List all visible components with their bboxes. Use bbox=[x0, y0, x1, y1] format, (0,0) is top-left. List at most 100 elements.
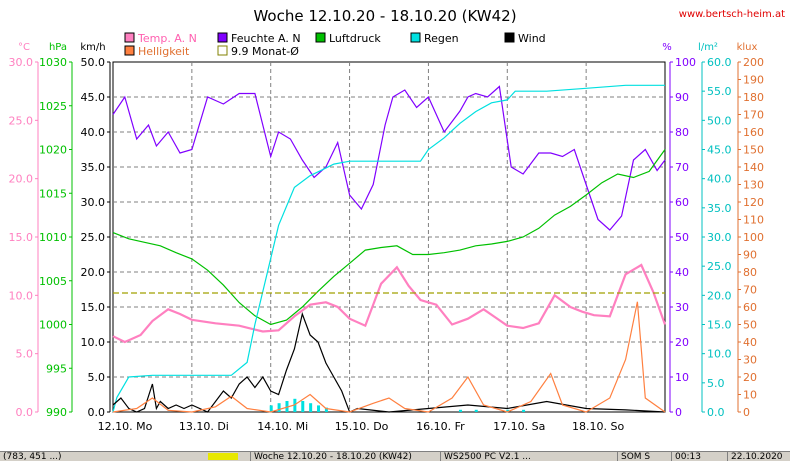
legend-swatch bbox=[410, 32, 421, 43]
axis-tick-label-wind: 25.0 bbox=[81, 231, 106, 244]
status-bar: (783, 451 ...) Woche 12.10.20 - 18.10.20… bbox=[0, 451, 790, 461]
legend-label: Regen bbox=[424, 32, 459, 45]
axis-tick-label-rain: 5.0 bbox=[707, 377, 725, 390]
axis-tick-label-pressure: 1015 bbox=[39, 187, 67, 200]
axis-tick-label-wind: 35.0 bbox=[81, 161, 106, 174]
axis-tick-label-wind: 15.0 bbox=[81, 301, 106, 314]
axis-tick-label-humidity: 70 bbox=[675, 161, 689, 174]
axis-tick-label-wind: 10.0 bbox=[81, 336, 106, 349]
legend-swatch bbox=[124, 32, 135, 43]
series-line-3 bbox=[112, 84, 665, 413]
axis-tick-label-rain: 55.0 bbox=[707, 85, 732, 98]
legend-swatch bbox=[315, 32, 326, 43]
axis-tick-label-light: 0 bbox=[743, 406, 750, 419]
axis-tick-label-pressure: 995 bbox=[46, 362, 67, 375]
axis-tick-label-temp: 20.0 bbox=[9, 173, 34, 186]
axis-tick-label-light: 50 bbox=[743, 319, 757, 332]
legend-swatch bbox=[504, 32, 515, 43]
axis-tick-label-wind: 20.0 bbox=[81, 266, 106, 279]
axis-tick-label-light: 140 bbox=[743, 161, 764, 174]
axis-tick-label-wind: 0.0 bbox=[88, 406, 106, 419]
axis-tick-label-light: 40 bbox=[743, 336, 757, 349]
status-indicator bbox=[208, 453, 238, 460]
series-line-5 bbox=[112, 301, 666, 413]
axis-tick-label-rain: 15.0 bbox=[707, 319, 732, 332]
rain-bar bbox=[269, 405, 273, 412]
legend-label: Wind bbox=[518, 32, 546, 45]
axis-tick-label-rain: 10.0 bbox=[707, 348, 732, 361]
status-time: 00:13 bbox=[671, 452, 725, 461]
axis-tick-label-humidity: 0 bbox=[675, 406, 682, 419]
series-line-0 bbox=[112, 263, 667, 344]
axis-tick-label-light: 10 bbox=[743, 389, 757, 402]
axis-tick-label-light: 20 bbox=[743, 371, 757, 384]
axis-tick-label-pressure: 1025 bbox=[39, 100, 67, 113]
axis-tick-label-rain: 45.0 bbox=[707, 144, 732, 157]
axis-unit-pressure: hPa bbox=[49, 42, 67, 53]
status-mode: SOM S bbox=[617, 452, 669, 461]
axis-tick-label-wind: 45.0 bbox=[81, 91, 106, 104]
axis-tick-label-temp: 15.0 bbox=[9, 231, 34, 244]
rain-bar bbox=[301, 401, 305, 412]
x-tick-label: 14.10. Mi bbox=[257, 420, 308, 433]
axis-tick-label-light: 100 bbox=[743, 231, 764, 244]
axis-tick-label-light: 160 bbox=[743, 126, 764, 139]
series-line-2 bbox=[112, 149, 666, 326]
legend-swatch bbox=[217, 32, 228, 43]
axis-tick-label-pressure: 990 bbox=[46, 406, 67, 419]
axis-tick-label-humidity: 20 bbox=[675, 336, 689, 349]
axis-tick-label-light: 200 bbox=[743, 56, 764, 69]
axis-tick-label-rain: 60.0 bbox=[707, 56, 732, 69]
axis-tick-label-light: 190 bbox=[743, 74, 764, 87]
axis-tick-label-light: 120 bbox=[743, 196, 764, 209]
legend-swatch bbox=[124, 45, 135, 56]
axis-tick-label-temp: 5.0 bbox=[16, 348, 34, 361]
status-version: WS2500 PC V2.1 ... bbox=[440, 452, 615, 461]
axis-tick-label-humidity: 30 bbox=[675, 301, 689, 314]
axis-tick-label-wind: 5.0 bbox=[88, 371, 106, 384]
axis-tick-label-humidity: 60 bbox=[675, 196, 689, 209]
axis-tick-label-light: 70 bbox=[743, 284, 757, 297]
axis-tick-label-rain: 30.0 bbox=[707, 231, 732, 244]
axis-tick-label-humidity: 80 bbox=[675, 126, 689, 139]
axis-tick-label-pressure: 1020 bbox=[39, 144, 67, 157]
axis-tick-label-humidity: 100 bbox=[675, 56, 696, 69]
x-tick-label: 18.10. So bbox=[572, 420, 624, 433]
rain-bar bbox=[506, 409, 510, 412]
axis-tick-label-humidity: 50 bbox=[675, 231, 689, 244]
axis-tick-label-pressure: 1000 bbox=[39, 319, 67, 332]
legend-label: Feuchte A. N bbox=[231, 32, 301, 45]
axis-tick-label-rain: 35.0 bbox=[707, 202, 732, 215]
legend-label: Helligkeit bbox=[138, 45, 190, 58]
axis-tick-label-wind: 40.0 bbox=[81, 126, 106, 139]
axis-tick-label-wind: 50.0 bbox=[81, 56, 106, 69]
axis-tick-label-pressure: 1005 bbox=[39, 275, 67, 288]
website-label: www.bertsch-heim.at bbox=[679, 9, 785, 20]
status-coords: (783, 451 ...) bbox=[3, 452, 62, 461]
axis-tick-label-temp: 30.0 bbox=[9, 56, 34, 69]
axis-tick-label-light: 130 bbox=[743, 179, 764, 192]
legend-label: Luftdruck bbox=[329, 32, 381, 45]
axis-unit-wind: km/h bbox=[80, 42, 105, 53]
axis-tick-label-light: 110 bbox=[743, 214, 764, 227]
axis-tick-label-humidity: 90 bbox=[675, 91, 689, 104]
axis-unit-rain: l/m² bbox=[698, 42, 718, 53]
rain-bar bbox=[285, 401, 289, 412]
axis-tick-label-light: 170 bbox=[743, 109, 764, 122]
axis-unit-light: klux bbox=[737, 42, 758, 53]
axis-tick-label-rain: 50.0 bbox=[707, 114, 732, 127]
axis-tick-label-light: 60 bbox=[743, 301, 757, 314]
axis-unit-humidity: % bbox=[662, 42, 672, 53]
rain-bar bbox=[277, 403, 281, 412]
axis-tick-label-light: 180 bbox=[743, 91, 764, 104]
rain-bar bbox=[317, 405, 321, 412]
legend-label: Temp. A. N bbox=[137, 32, 197, 45]
axis-tick-label-humidity: 10 bbox=[675, 371, 689, 384]
x-tick-label: 17.10. Sa bbox=[493, 420, 545, 433]
rain-bar bbox=[522, 409, 526, 412]
axis-tick-label-temp: 10.0 bbox=[9, 289, 34, 302]
chart-title: Woche 12.10.20 - 18.10.20 (KW42) bbox=[253, 7, 516, 25]
axis-tick-label-pressure: 1010 bbox=[39, 231, 67, 244]
axis-tick-label-wind: 30.0 bbox=[81, 196, 106, 209]
